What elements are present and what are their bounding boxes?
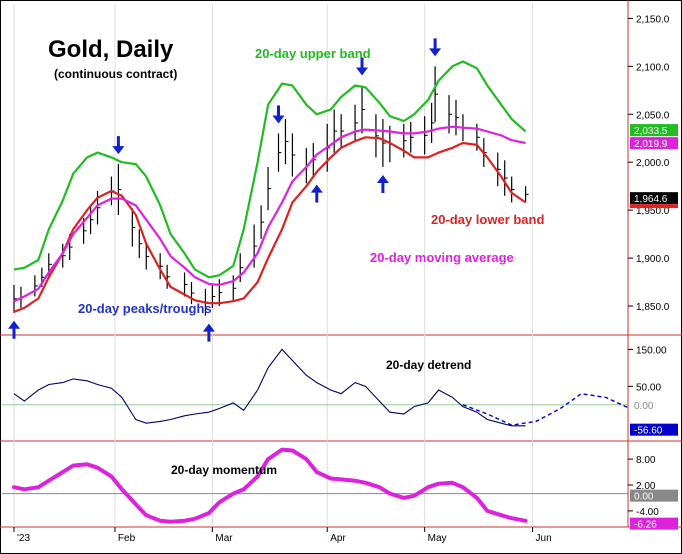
lower-band-value-marker — [630, 204, 678, 209]
peak-arrow-down — [272, 105, 285, 124]
momentum-zero-tag: 0.00 — [630, 489, 678, 503]
peak-arrow-down — [356, 57, 369, 76]
arrow-head — [272, 115, 285, 124]
value-tag-bg — [630, 489, 678, 502]
value-tag-text: -6.26 — [634, 520, 657, 531]
value-tag-text: 2,033.5 — [634, 126, 668, 137]
detrend-projection-line — [462, 392, 631, 426]
value-tag-text: -56.60 — [634, 426, 663, 437]
value-tag-bg — [630, 423, 678, 436]
detrend-line — [13, 348, 526, 427]
momentum-panel-title: 20-day momentum — [171, 463, 277, 477]
momentum-y-tick-label: 2.00 — [636, 481, 656, 492]
detrend-y-tick-label: 150.00 — [636, 345, 667, 356]
price-y-tick-label: 1,950.0 — [636, 206, 670, 217]
annotation-upper-band: 20-day upper band — [255, 46, 371, 61]
value-tag-text: 0.00 — [634, 492, 654, 503]
value-tag-text: 0.00 — [634, 401, 654, 412]
price-y-tick-label: 2,000.0 — [636, 158, 670, 169]
momentum-line — [12, 447, 528, 524]
value-tags: 2,033.5 2,019.9 1,964.6 0.00 -56.60 0.00 -6.26 — [630, 124, 678, 531]
grid-lines — [0, 4, 682, 528]
momentum-y-tick-label: 8.00 — [636, 455, 656, 466]
series-20-day-lower-band — [13, 136, 527, 313]
moving-average-value-tag: 2,019.9 — [630, 137, 678, 150]
arrow-head — [112, 146, 125, 155]
trough-arrow-up — [310, 184, 323, 203]
x-tick-label: Feb — [118, 533, 136, 544]
chart-title: Gold, Daily — [48, 36, 174, 63]
arrow-head — [8, 320, 20, 329]
trough-arrow-up — [202, 323, 215, 342]
detrend-zero-tag: 0.00 — [630, 398, 678, 412]
x-tick-label: '23 — [17, 533, 30, 544]
value-tag-bg — [630, 192, 678, 205]
annotation-lower-band: 20-day lower band — [431, 212, 544, 227]
price-y-tick-label: 2,100.0 — [636, 62, 670, 73]
value-tag-bg — [630, 398, 678, 411]
value-tag-text: 2,019.9 — [634, 139, 668, 150]
chart-subtitle: (continuous contract) — [54, 67, 177, 81]
series-20-day-moving-average — [13, 125, 526, 303]
momentum-value-tag: -6.26 — [630, 517, 678, 531]
price-y-tick-label: 1,900.0 — [636, 254, 670, 265]
x-tick-label: Apr — [330, 533, 346, 544]
trough-arrow-up — [376, 175, 389, 193]
price-y-tick-label: 2,150.0 — [636, 14, 670, 25]
detrend-value-tag: -56.60 — [630, 423, 678, 437]
price-y-tick-label: 2,050.0 — [636, 110, 670, 121]
annotation-peaks-troughs: 20-day peaks/troughs — [78, 301, 212, 316]
x-tick-label: May — [428, 533, 447, 544]
detrend-panel-title: 20-day detrend — [386, 358, 471, 372]
peak-arrow-down — [112, 136, 125, 155]
peak-arrow-down — [429, 38, 442, 57]
detrend-y-tick-label: 50.00 — [636, 382, 661, 393]
trough-arrow-up — [8, 320, 20, 339]
arrow-head — [429, 48, 442, 57]
x-tick-label: Mar — [215, 533, 233, 544]
arrow-head — [202, 323, 215, 332]
value-tag-bg — [630, 517, 678, 530]
x-tick-label: Jun — [536, 533, 552, 544]
value-tag-bg — [630, 124, 678, 137]
annotation-moving-average: 20-day moving average — [370, 250, 514, 265]
momentum-y-tick-label: -4.00 — [636, 507, 659, 518]
price-panel — [8, 38, 529, 342]
arrow-head — [376, 175, 389, 183]
momentum-panel — [2, 447, 628, 524]
value-tag-text: 1,964.6 — [634, 194, 668, 205]
last-price-value-tag: 1,964.6 — [630, 192, 678, 205]
series-20-day-upper-band — [13, 60, 527, 279]
upper-band-value-tag: 2,033.5 — [630, 124, 678, 137]
arrow-head — [356, 67, 369, 76]
detrend-panel — [2, 348, 631, 427]
axes: '23 Feb Mar Apr May Jun 1,850.0 1,900.0 1,950.0 2… — [13, 0, 670, 544]
price-y-tick-label: 1,850.0 — [636, 302, 670, 313]
arrow-head — [310, 184, 323, 193]
value-tag-bg — [630, 137, 678, 150]
